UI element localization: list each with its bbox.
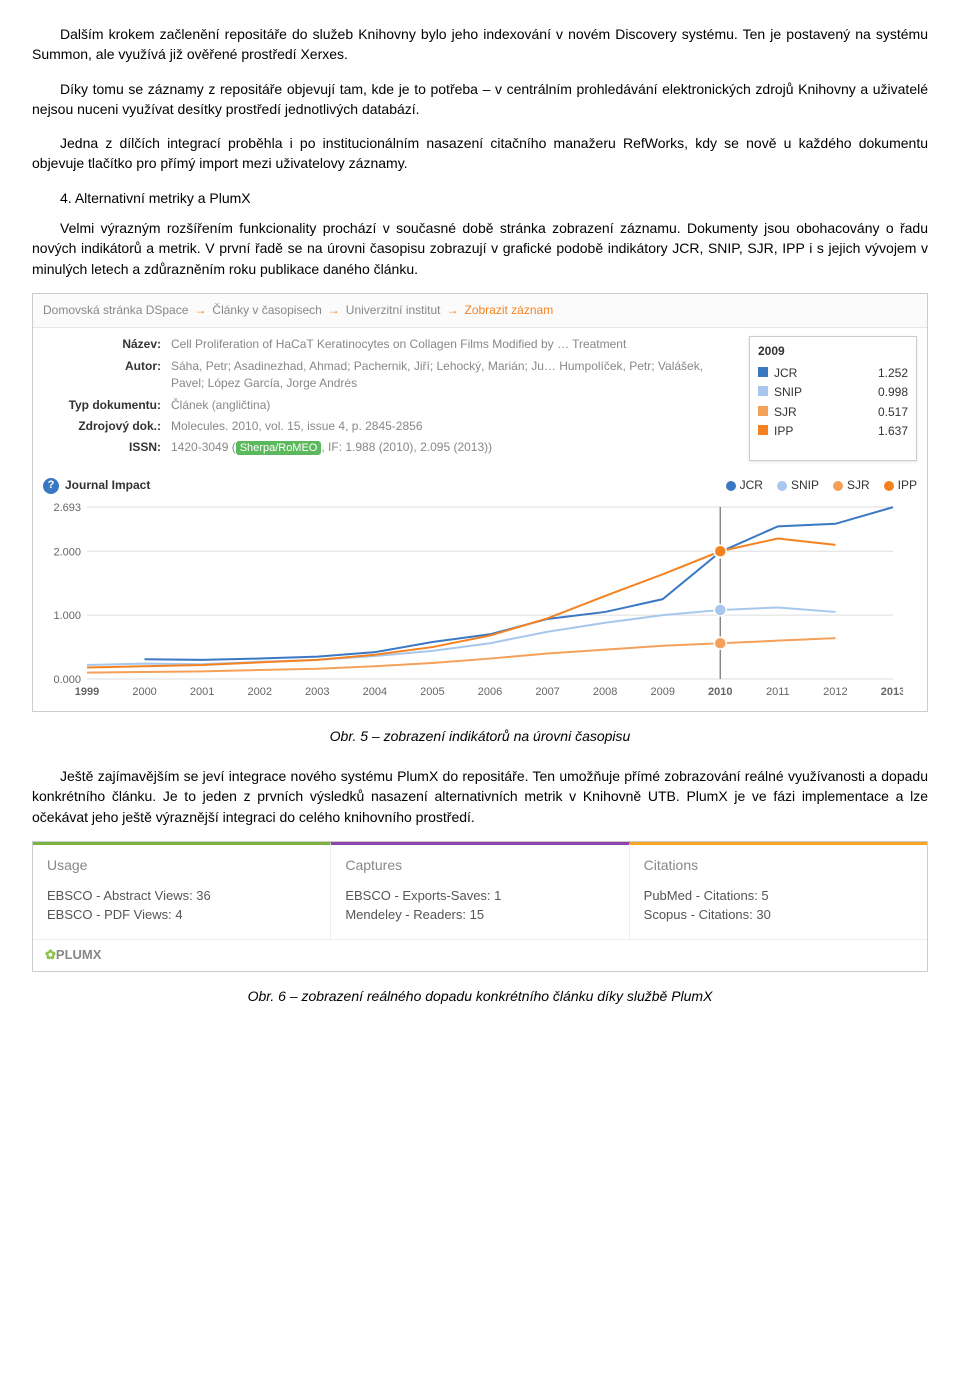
metric-box: 2009 JCR1.252 SNIP0.998 SJR0.517 IPP1.637 <box>749 336 917 461</box>
svg-text:2001: 2001 <box>190 686 214 698</box>
help-icon[interactable]: ? <box>43 478 59 494</box>
svg-text:2010: 2010 <box>708 686 732 698</box>
paragraph: Dalším krokem začlenění repositáře do sl… <box>32 24 928 65</box>
section-number: 4. <box>60 190 72 206</box>
svg-text:2.000: 2.000 <box>53 546 81 558</box>
svg-text:2007: 2007 <box>535 686 559 698</box>
svg-text:2012: 2012 <box>823 686 847 698</box>
legend-dot-icon <box>726 481 736 491</box>
paragraph: Díky tomu se záznamy z repositáře objevu… <box>32 79 928 120</box>
issn-number: 1420-3049 ( <box>171 440 236 454</box>
plumx-line: Scopus - Citations: 30 <box>644 906 913 925</box>
meta-label: ISSN: <box>43 439 171 457</box>
meta-value: Molecules. 2010, vol. 15, issue 4, p. 28… <box>171 418 729 435</box>
breadcrumb-item[interactable]: Články v časopisech <box>212 303 321 317</box>
breadcrumb-item[interactable]: Domovská stránka DSpace <box>43 303 188 317</box>
plumx-line: EBSCO - Abstract Views: 36 <box>47 887 316 906</box>
arrow-icon: → <box>441 303 465 317</box>
paragraph: Velmi výrazným rozšířením funkcionality … <box>32 218 928 279</box>
plumx-line: EBSCO - PDF Views: 4 <box>47 906 316 925</box>
plumx-citations: Citations PubMed - Citations: 5Scopus - … <box>630 842 927 939</box>
legend-dot-icon <box>833 481 843 491</box>
meta-label: Typ dokumentu: <box>43 397 171 414</box>
arrow-icon: → <box>188 303 212 317</box>
plumx-logo-text: PLUMX <box>56 947 102 962</box>
metric-year: 2009 <box>758 343 908 360</box>
issn-tail: , IF: 1.988 (2010), 2.095 (2013)) <box>321 440 492 454</box>
color-swatch-icon <box>758 425 768 435</box>
svg-text:2011: 2011 <box>766 686 790 698</box>
chart-legend: JCR SNIP SJR IPP <box>726 477 917 494</box>
breadcrumb-item[interactable]: Zobrazit záznam <box>465 303 554 317</box>
svg-text:0.000: 0.000 <box>53 674 81 686</box>
legend-item: IPP <box>884 477 917 494</box>
figure-caption: Obr. 6 – zobrazení reálného dopadu konkr… <box>32 986 928 1006</box>
arrow-icon: → <box>322 303 346 317</box>
legend-dot-icon <box>777 481 787 491</box>
plumx-screenshot: Usage EBSCO - Abstract Views: 36EBSCO - … <box>32 841 928 972</box>
svg-text:2005: 2005 <box>420 686 444 698</box>
plumx-footer: ✿PLUMX <box>33 939 927 971</box>
meta-value: Sáha, Petr; Asadinezhad, Ahmad; Pacherni… <box>171 358 729 393</box>
metric-row: JCR1.252 <box>758 365 908 382</box>
svg-text:2003: 2003 <box>305 686 329 698</box>
legend-item: JCR <box>726 477 763 494</box>
paragraph: Jedna z dílčích integrací proběhla i po … <box>32 133 928 174</box>
plumx-col-title: Usage <box>47 855 316 879</box>
svg-text:2009: 2009 <box>650 686 674 698</box>
sherpa-badge[interactable]: Sherpa/RoMEO <box>236 441 322 455</box>
svg-text:2006: 2006 <box>478 686 502 698</box>
color-swatch-icon <box>758 386 768 396</box>
plumx-logo-icon: ✿ <box>45 947 56 962</box>
plumx-line: Mendeley - Readers: 15 <box>345 906 614 925</box>
breadcrumb-item[interactable]: Univerzitní institut <box>346 303 441 317</box>
plumx-logo: ✿PLUMX <box>45 947 101 962</box>
plumx-line: PubMed - Citations: 5 <box>644 887 913 906</box>
meta-label: Zdrojový dok.: <box>43 418 171 435</box>
legend-dot-icon <box>884 481 894 491</box>
metric-row: SJR0.517 <box>758 404 908 421</box>
paragraph: Ještě zajímavějším se jeví integrace nov… <box>32 766 928 827</box>
section-heading: 4. Alternativní metriky a PlumX <box>32 188 928 208</box>
record-screenshot: Domovská stránka DSpace→Články v časopis… <box>32 293 928 712</box>
legend-item: SNIP <box>777 477 819 494</box>
color-swatch-icon <box>758 406 768 416</box>
meta-label: Název: <box>43 336 171 353</box>
figure-caption: Obr. 5 – zobrazení indikátorů na úrovni … <box>32 726 928 746</box>
plumx-line: EBSCO - Exports-Saves: 1 <box>345 887 614 906</box>
meta-value: Článek (angličtina) <box>171 397 729 414</box>
breadcrumb: Domovská stránka DSpace→Články v časopis… <box>33 294 927 328</box>
svg-text:2013: 2013 <box>881 686 903 698</box>
metric-row: SNIP0.998 <box>758 384 908 401</box>
svg-text:1.000: 1.000 <box>53 610 81 622</box>
plumx-col-title: Captures <box>345 855 614 879</box>
plumx-captures: Captures EBSCO - Exports-Saves: 1Mendele… <box>331 842 629 939</box>
metric-row: IPP1.637 <box>758 423 908 440</box>
journal-impact-chart: 2.693 2.000 1.000 0.0001999 2000 2001 2002 2003… <box>43 501 903 701</box>
meta-value: Cell Proliferation of HaCaT Keratinocyte… <box>171 336 729 353</box>
legend-item: SJR <box>833 477 870 494</box>
svg-text:1999: 1999 <box>75 686 99 698</box>
svg-text:2002: 2002 <box>247 686 271 698</box>
plumx-usage: Usage EBSCO - Abstract Views: 36EBSCO - … <box>33 842 331 939</box>
section-title-text: Alternativní metriky a PlumX <box>75 190 251 206</box>
meta-label: Autor: <box>43 358 171 393</box>
svg-text:2008: 2008 <box>593 686 617 698</box>
svg-text:2.693: 2.693 <box>53 502 81 514</box>
svg-text:2004: 2004 <box>363 686 387 698</box>
plumx-col-title: Citations <box>644 855 913 879</box>
chart-title: Journal Impact <box>65 477 150 494</box>
color-swatch-icon <box>758 367 768 377</box>
svg-text:2000: 2000 <box>132 686 156 698</box>
meta-value: 1420-3049 (Sherpa/RoMEO, IF: 1.988 (2010… <box>171 439 729 457</box>
